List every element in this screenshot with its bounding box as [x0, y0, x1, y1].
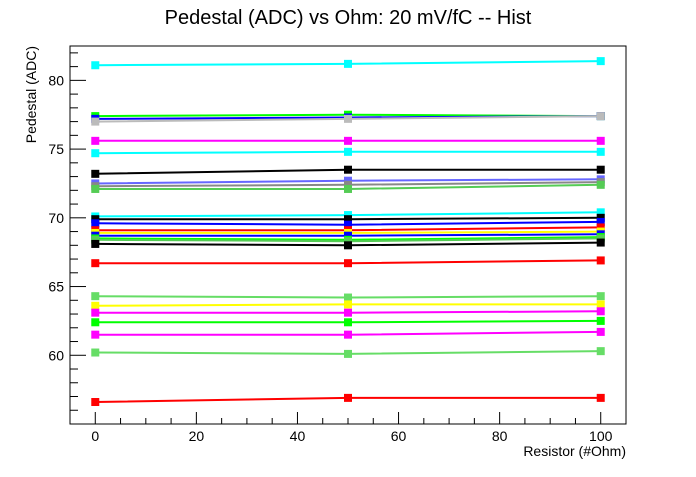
x-tick-label: 60: [391, 428, 407, 444]
series-5: [91, 136, 605, 145]
data-point: [344, 300, 352, 309]
data-point: [596, 256, 605, 265]
data-point: [596, 316, 605, 325]
series-25: [91, 327, 605, 339]
x-tick-label: 20: [189, 428, 205, 444]
series-layer: [91, 57, 605, 407]
series-1: [91, 57, 605, 70]
data-point: [596, 208, 605, 217]
series-23: [91, 307, 605, 317]
series-4: [91, 112, 605, 126]
series-10: [91, 180, 605, 193]
data-point: [91, 61, 100, 70]
data-point: [344, 241, 352, 250]
data-point: [91, 215, 100, 224]
series-24: [91, 316, 605, 327]
data-point: [91, 235, 100, 244]
series-21: [91, 292, 605, 302]
series-26: [91, 347, 605, 358]
x-tick-label: 40: [290, 428, 306, 444]
data-point: [596, 292, 605, 301]
data-point: [344, 237, 352, 246]
series-12: [91, 213, 605, 224]
data-point: [596, 300, 605, 309]
data-point: [344, 136, 352, 145]
data-point: [344, 165, 352, 174]
data-point: [344, 180, 352, 189]
data-point: [344, 215, 352, 224]
data-point: [596, 213, 605, 222]
data-point: [344, 184, 352, 193]
y-tick-label: 70: [48, 210, 64, 226]
data-point: [596, 57, 605, 66]
data-point: [91, 318, 100, 327]
data-point: [596, 147, 605, 156]
data-point: [344, 220, 352, 229]
x-tick-label: 100: [589, 428, 613, 444]
data-point: [596, 238, 605, 247]
series-22: [91, 300, 605, 310]
y-tick-label: 60: [48, 347, 64, 363]
data-point: [344, 59, 352, 68]
data-point: [344, 349, 352, 358]
data-point: [91, 330, 100, 339]
data-point: [91, 239, 100, 248]
data-point: [91, 259, 100, 268]
data-point: [596, 217, 605, 226]
data-point: [596, 165, 605, 174]
data-point: [91, 117, 100, 126]
series-19: [91, 238, 605, 250]
data-point: [344, 231, 352, 240]
x-tick-label: 0: [91, 428, 99, 444]
y-axis-label: Pedestal (ADC): [23, 46, 39, 143]
y-tick-label: 75: [48, 141, 64, 157]
data-point: [344, 211, 352, 220]
data-point: [344, 330, 352, 339]
data-point: [596, 180, 605, 189]
data-point: [91, 292, 100, 301]
data-point: [596, 393, 605, 402]
axes-layer: 0 20 40 60 80 100 60 65 70 75 80: [48, 52, 627, 444]
data-point: [91, 149, 100, 158]
series-27: [91, 393, 605, 407]
data-point: [596, 223, 605, 232]
data-point: [596, 307, 605, 316]
data-point: [344, 308, 352, 317]
data-point: [344, 259, 352, 268]
data-point: [344, 176, 352, 185]
data-point: [91, 136, 100, 145]
data-point: [596, 136, 605, 145]
data-point: [91, 184, 100, 193]
data-point: [91, 348, 100, 357]
series-6: [91, 147, 605, 158]
data-point: [91, 219, 100, 228]
x-axis-label: Resistor (#Ohm): [523, 443, 626, 459]
data-point: [91, 308, 100, 317]
series-20: [91, 256, 605, 268]
data-point: [91, 398, 100, 407]
data-point: [596, 327, 605, 336]
x-tick-label: 80: [492, 428, 508, 444]
series-13: [91, 217, 605, 229]
data-point: [344, 147, 352, 156]
data-point: [344, 318, 352, 327]
data-point: [344, 393, 352, 402]
data-point: [344, 293, 352, 302]
data-point: [91, 301, 100, 310]
series-7: [91, 165, 605, 178]
data-point: [91, 169, 100, 178]
data-point: [596, 112, 605, 121]
data-point: [344, 114, 352, 123]
data-point: [596, 234, 605, 243]
y-tick-label: 80: [48, 72, 64, 88]
y-tick-label: 65: [48, 279, 64, 295]
series-18: [91, 234, 605, 246]
data-point: [596, 347, 605, 356]
chart-title: Pedestal (ADC) vs Ohm: 20 mV/fC -- Hist: [165, 7, 532, 29]
